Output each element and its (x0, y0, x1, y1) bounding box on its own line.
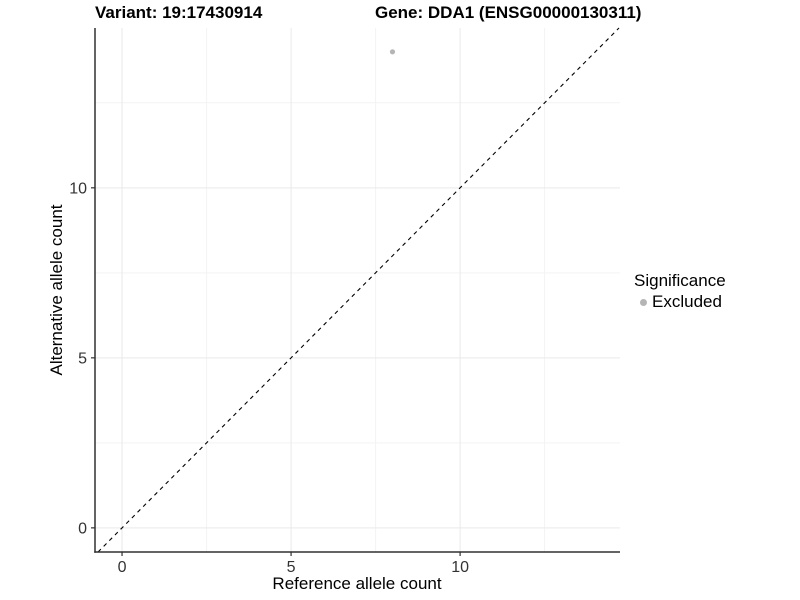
x-tick-label: 5 (287, 559, 296, 576)
identity-dashed-line (97, 27, 620, 553)
gene-title: Gene: DDA1 (ENSG00000130311) (375, 3, 642, 22)
y-axis-title: Alternative allele count (47, 204, 66, 376)
x-tick-label: 10 (451, 559, 469, 576)
data-point[interactable] (389, 49, 396, 55)
legend: Significance Excluded (634, 271, 726, 312)
y-tick-label: 5 (78, 350, 87, 367)
legend-item-label: Excluded (652, 292, 722, 311)
legend-title: Significance (634, 271, 726, 290)
x-axis-title: Reference allele count (272, 574, 442, 593)
legend-item: Excluded (634, 292, 726, 312)
variant-title: Variant: 19:17430914 (95, 3, 263, 22)
y-tick-label: 0 (78, 520, 87, 537)
y-tick-label: 10 (69, 180, 87, 197)
legend-items: Excluded (634, 292, 726, 312)
legend-key-dot-icon (640, 298, 647, 306)
x-tick-label: 0 (118, 559, 127, 576)
